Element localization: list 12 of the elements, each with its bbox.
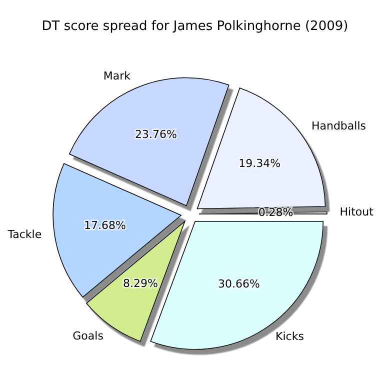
- slice-label: Hitout: [340, 206, 374, 219]
- data-label: 19.34%: [238, 156, 281, 170]
- data-label: 30.66%: [218, 277, 260, 290]
- slice-label: Goals: [72, 329, 104, 342]
- data-label: 8.29%: [122, 277, 158, 290]
- slice-label: Handballs: [311, 119, 366, 132]
- data-label: 23.76%: [134, 128, 177, 142]
- data-label: 17.68%: [84, 218, 126, 232]
- slice-label: Tackle: [6, 228, 42, 241]
- slice-label: Mark: [103, 70, 132, 83]
- chart-title: DT score spread for James Polkinghorne (2009): [42, 19, 348, 34]
- slice-label: Kicks: [276, 330, 304, 343]
